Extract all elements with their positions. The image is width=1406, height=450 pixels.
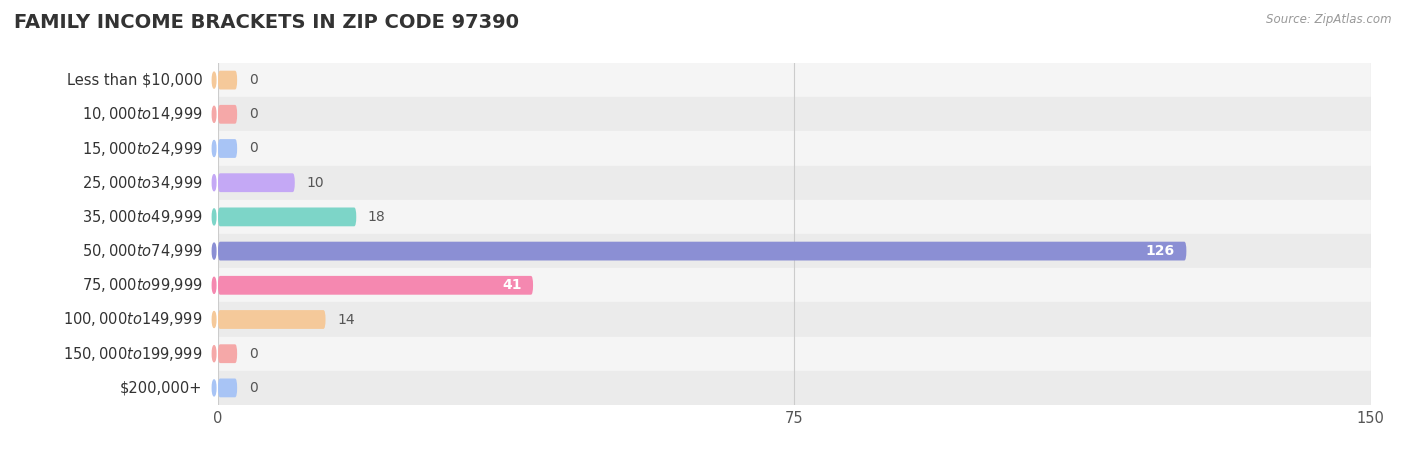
Text: 0: 0 (249, 73, 257, 87)
FancyBboxPatch shape (218, 71, 238, 90)
Bar (218, 63, 1371, 97)
Bar (218, 337, 1371, 371)
Text: Source: ZipAtlas.com: Source: ZipAtlas.com (1267, 14, 1392, 27)
Circle shape (212, 72, 217, 88)
Text: 0: 0 (249, 141, 257, 156)
FancyBboxPatch shape (218, 344, 238, 363)
Bar (218, 268, 1371, 302)
Text: $15,000 to $24,999: $15,000 to $24,999 (82, 140, 202, 158)
Text: $200,000+: $200,000+ (120, 380, 202, 396)
FancyBboxPatch shape (218, 105, 238, 124)
FancyBboxPatch shape (218, 310, 326, 329)
Text: 41: 41 (502, 278, 522, 293)
Text: Less than $10,000: Less than $10,000 (67, 72, 202, 88)
Bar (218, 131, 1371, 166)
Bar (218, 302, 1371, 337)
Bar (218, 200, 1371, 234)
Circle shape (212, 175, 217, 191)
Bar (218, 234, 1371, 268)
Text: 0: 0 (249, 381, 257, 395)
Circle shape (212, 209, 217, 225)
Text: $10,000 to $14,999: $10,000 to $14,999 (82, 105, 202, 123)
Circle shape (212, 243, 217, 259)
Bar (218, 166, 1371, 200)
Text: $100,000 to $149,999: $100,000 to $149,999 (63, 310, 202, 328)
FancyBboxPatch shape (218, 207, 356, 226)
Text: $150,000 to $199,999: $150,000 to $199,999 (63, 345, 202, 363)
Text: $50,000 to $74,999: $50,000 to $74,999 (82, 242, 202, 260)
Text: 10: 10 (307, 176, 323, 190)
Circle shape (212, 346, 217, 362)
Text: 126: 126 (1146, 244, 1175, 258)
Text: 14: 14 (337, 312, 354, 327)
Bar (218, 371, 1371, 405)
FancyBboxPatch shape (218, 139, 238, 158)
Circle shape (212, 380, 217, 396)
Text: $75,000 to $99,999: $75,000 to $99,999 (82, 276, 202, 294)
Circle shape (212, 106, 217, 122)
Text: 0: 0 (249, 107, 257, 122)
FancyBboxPatch shape (218, 242, 1187, 261)
FancyBboxPatch shape (218, 378, 238, 397)
Text: 18: 18 (368, 210, 385, 224)
Text: FAMILY INCOME BRACKETS IN ZIP CODE 97390: FAMILY INCOME BRACKETS IN ZIP CODE 97390 (14, 14, 519, 32)
FancyBboxPatch shape (218, 173, 295, 192)
Bar (218, 97, 1371, 131)
FancyBboxPatch shape (218, 276, 533, 295)
Text: $35,000 to $49,999: $35,000 to $49,999 (82, 208, 202, 226)
Circle shape (212, 140, 217, 157)
Text: 0: 0 (249, 346, 257, 361)
Circle shape (212, 277, 217, 293)
Text: $25,000 to $34,999: $25,000 to $34,999 (82, 174, 202, 192)
Circle shape (212, 311, 217, 328)
